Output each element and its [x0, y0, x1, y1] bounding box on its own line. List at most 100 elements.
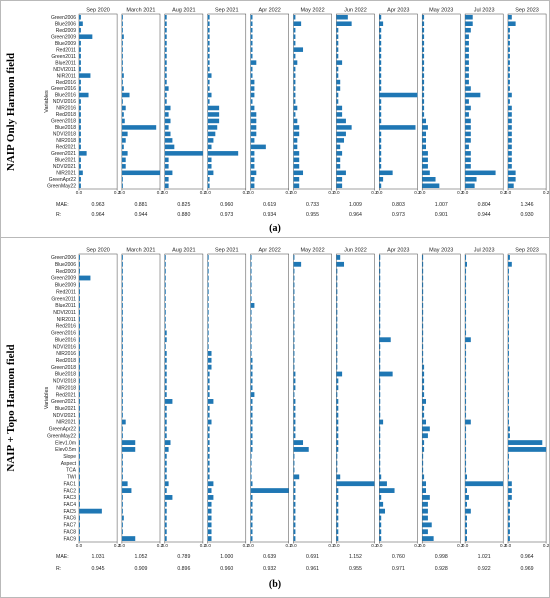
panel-a-sep-2023-bar-red2021	[508, 144, 512, 150]
panel-a-aug-2021-bar-ndvi2021	[164, 164, 169, 169]
panel-b-jun-2022-bar-slope	[336, 453, 338, 459]
panel-b-sep-2020-bar-nir2018	[79, 385, 80, 391]
panel-a-sep-2020-bar-nir2011	[79, 73, 91, 78]
panel-b-march-2021-bar-twi	[121, 474, 123, 480]
panel-a-sep-2020-bar-red2011	[79, 47, 81, 52]
panel-a-sep-2020-mae-value: 0.963	[92, 202, 105, 208]
panel-a-may-2023-bar-blue2011	[422, 60, 425, 65]
panel-a-may-2023-plot-area	[421, 13, 461, 190]
panel-b-march-2021-title: March 2021	[126, 248, 155, 254]
panel-a-category-red2016: Red2016	[56, 80, 77, 86]
panel-a-jul-2023-bar-greenmay22	[465, 183, 475, 189]
panel-a-category-red2021: Red2021	[56, 145, 77, 151]
panel-a-march-2021-bar-greenmay22	[121, 183, 123, 189]
panel-b-may-2022-title: May 2022	[300, 248, 324, 254]
panel-b-sep-2023-bar-red2016	[508, 323, 509, 329]
panel-b-sep-2020-bar-red2021	[79, 392, 80, 397]
panel-b-may-2023-bar-red2016	[422, 323, 424, 329]
panel-b-sep-2021-bar-fac9	[207, 536, 212, 541]
panel-b-category-red2021: Red2021	[56, 392, 77, 398]
panel-b-may-2023-bar-blue2016	[422, 337, 424, 343]
panel-a-sep-2023-bar-nir2021	[508, 170, 516, 176]
panel-b-sep-2021-bar-twi	[207, 474, 210, 480]
panel-a-sep-2023-bar-greenapr22	[508, 177, 516, 182]
panel-b-aug-2021-bar-blue2021	[164, 405, 167, 411]
panel-a-jun-2022-bar-nir2018	[336, 138, 345, 143]
panel-b-may-2022-bar-red2016	[293, 323, 295, 329]
panel-a-may-2022-bar-blue2011	[293, 60, 298, 65]
panel-a-may-2022-bar-nir2011	[293, 73, 296, 78]
panel-b-sep-2023-bar-fac1	[508, 481, 512, 487]
panel-b-sep-2020-bar-ndvi2021	[79, 412, 80, 418]
panel-a-may-2022-bar-red2021	[293, 144, 298, 150]
panel-b-apr-2022-bar-red2016	[250, 323, 252, 329]
panel-b-aug-2021-mae-value: 0.789	[177, 554, 190, 560]
panel-b-may-2022-bar-ndvi2018	[293, 378, 296, 384]
panel-a-category-red2009: Red2009	[56, 28, 77, 34]
panel-a-apr-2022-bar-green2016	[250, 86, 255, 91]
panel-b-apr-2022-bar-green2006	[250, 255, 252, 260]
panel-b-sep-2023-bar-greenapr22	[508, 426, 510, 432]
panel-a-sep-2023-bar-greenmay22	[508, 183, 514, 189]
panel-b-may-2023-bar-nir2011	[422, 316, 424, 322]
panel-b-aug-2021-title: Aug 2021	[172, 248, 196, 254]
panel-a-may-2023-bar-blue2006	[422, 21, 425, 26]
panel-b-apr-2022-bar-ndvi2021	[250, 412, 253, 418]
panel-b-sep-2020-bar-green2018	[79, 364, 80, 370]
panel-b-jun-2022-bar-ndvi2018	[336, 378, 339, 384]
panel-b-jun-2022-bar-fac7	[336, 522, 339, 528]
panel-a-may-2023-bar-ndvi2011	[422, 66, 425, 72]
panel-b-jun-2022-bar-fac5	[336, 508, 339, 514]
panel-b-aug-2021-bar-ndvi2021	[164, 412, 167, 418]
panel-b-sep-2021-mae-value: 1.000	[220, 554, 233, 560]
panel-a-may-2022-bar-blue2018	[293, 125, 300, 130]
panel-b-apr-2023-bar-aspect	[379, 460, 381, 466]
panel-b-jul-2023-bar-red2021	[465, 392, 467, 397]
panel-a-march-2021-bar-green2009	[121, 34, 124, 39]
panel-a-category-greenmay22: GreenMay22	[47, 183, 76, 189]
panel-a-sep-2021-mae-value: 0.960	[220, 202, 233, 208]
panel-b-jul-2023-bar-fac3	[465, 495, 469, 500]
panel-a-march-2021-bar-red2009	[121, 27, 123, 33]
panel-a-jun-2022-bar-blue2009	[336, 40, 339, 46]
panel-a-apr-2023-bar-blue2016	[379, 92, 418, 98]
panel-a-march-2021-bar-red2018	[121, 112, 124, 117]
panel-a-category-nir2021: NIR2021	[56, 171, 76, 177]
panel-a-march-2021-bar-ndvi2011	[121, 66, 123, 72]
panel-b-march-2021-bar-blue2006	[121, 261, 123, 267]
panel-b-category-fac3: FAC3	[63, 495, 76, 501]
panel-a-category-green2018: Green2018	[51, 119, 76, 125]
panel-b-apr-2022-plot-area	[250, 253, 289, 543]
panel-b-may-2023-plot-area	[421, 253, 461, 543]
panel-b-apr-2023-bar-blue2018	[379, 371, 393, 377]
panel-b-march-2021-bar-blue2021	[121, 405, 123, 411]
panel-b-sep-2023-bar-slope	[508, 453, 509, 459]
panel-b-may-2022-plot-area	[293, 253, 332, 543]
panel-b-may-2023-bar-twi	[422, 474, 425, 480]
panel-b-may-2022-bar-green2006	[293, 255, 295, 260]
panel-a-march-2021-bar-ndvi2018	[121, 131, 128, 137]
panel-b-apr-2023-bar-tca	[379, 467, 381, 473]
panel-a-aug-2021-bar-red2009	[164, 27, 167, 33]
panel-b-jul-2023-bar-red2011	[465, 289, 467, 295]
panel-a-apr-2022-bar-blue2006	[250, 21, 253, 26]
panel-a-may-2022-bar-ndvi2021	[293, 164, 300, 169]
panel-a-may-2023-bar-red2009	[422, 27, 425, 33]
panel-a-aug-2021-tick-label-start: 0.0	[162, 190, 169, 195]
panel-a-may-2022-bar-nir2016	[293, 105, 298, 111]
panel-a-apr-2023-plot-area	[379, 13, 418, 190]
panel-b-sep-2023-bar-twi	[508, 474, 509, 480]
panel-b-may-2022-bar-red2011	[293, 289, 295, 295]
panel-b-sep-2020-bar-nir2016	[79, 351, 80, 356]
panel-a-may-2022-bar-green2006	[293, 14, 296, 20]
panel-b-apr-2022-bar-fac1	[250, 481, 253, 487]
panel-b-march-2021-bar-blue2018	[121, 371, 123, 377]
panel-b-apr-2022-bar-ndvi2011	[250, 309, 252, 315]
panel-b-category-greenapr22: GreenApr22	[49, 427, 76, 433]
panel-b-category-red2009: Red2009	[56, 269, 77, 275]
panel-b-sep-2023-bar-ndvi2021	[508, 412, 509, 418]
panel-a-sep-2023-tick-label-end: 0.2	[543, 190, 550, 195]
panel-a-aug-2021-bar-nir2021	[164, 170, 173, 176]
panel-b-jun-2022-r-value: 0.955	[349, 566, 362, 572]
panel-a-may-2023-title: May 2023	[429, 8, 453, 14]
